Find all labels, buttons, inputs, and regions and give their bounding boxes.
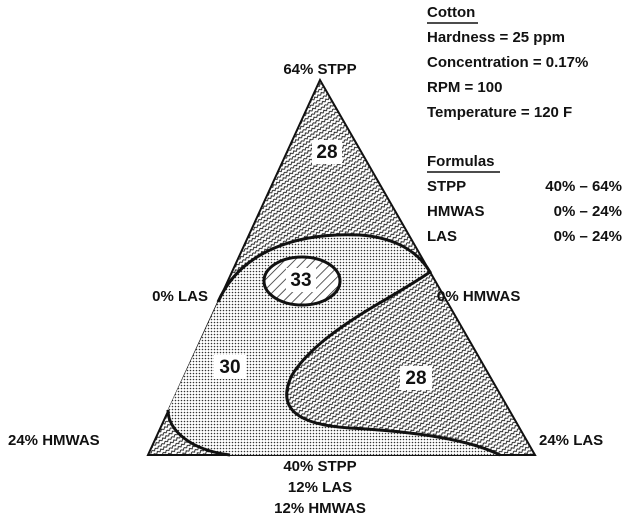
region-label: 28 [405, 368, 426, 389]
info-line: Hardness = 25 ppm [427, 29, 565, 46]
formula-name: LAS [427, 228, 457, 245]
edge-label: 12% HMWAS [274, 500, 366, 517]
info-line: RPM = 100 [427, 79, 502, 96]
edge-label: 40% STPP [283, 458, 356, 475]
label-bg [312, 140, 342, 164]
region-label: 28 [316, 142, 337, 163]
region-label: 30 [219, 357, 240, 378]
formulas-title: Formulas [427, 153, 495, 170]
vertex-label: 24% LAS [539, 432, 603, 449]
label-bg [214, 355, 246, 379]
contour [166, 233, 501, 457]
region-30 [168, 234, 500, 455]
edge-label: 12% LAS [288, 479, 352, 496]
info-line: Temperature = 120 F [427, 104, 572, 121]
region-label: 33 [290, 270, 311, 291]
vertex-label: 24% HMWAS [8, 432, 100, 449]
info-title: Cotton [427, 4, 475, 21]
formula-range: 0% – 24% [554, 203, 622, 220]
edge-label: 0% LAS [152, 288, 208, 305]
formula-range: 40% – 64% [545, 178, 622, 195]
vertex-label: 64% STPP [283, 61, 356, 78]
formula-range: 0% – 24% [554, 228, 622, 245]
label-bg [286, 268, 316, 292]
formula-name: STPP [427, 178, 466, 195]
info-line: Concentration = 0.17% [427, 54, 588, 71]
edge-label: 0% HMWAS [437, 288, 520, 305]
label-bg [400, 366, 432, 390]
formula-name: HMWAS [427, 203, 485, 220]
